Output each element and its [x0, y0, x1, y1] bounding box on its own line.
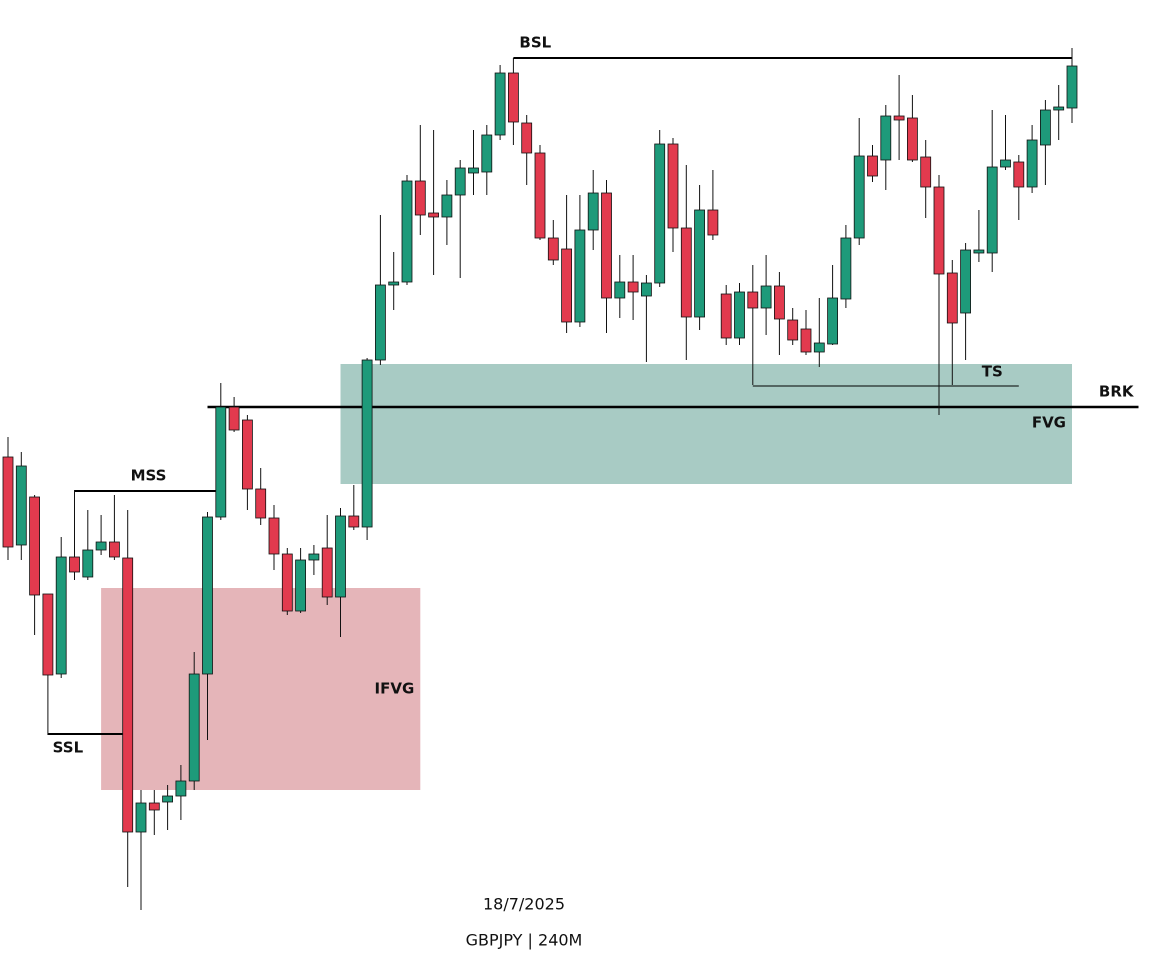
- candle-body: [587, 192, 599, 231]
- candle-body: [69, 556, 80, 573]
- candle-body: [774, 285, 785, 320]
- candle-body: [281, 553, 293, 612]
- zones: FVG IFVG: [101, 364, 1072, 790]
- candle-body: [707, 209, 719, 236]
- candle-body: [428, 212, 440, 218]
- candle-body: [374, 284, 386, 361]
- candle-body: [148, 802, 160, 811]
- candle-body: [42, 593, 54, 676]
- candle-body: [521, 122, 533, 154]
- candle-body: [228, 406, 240, 431]
- candle-body: [813, 342, 825, 353]
- candle-body: [680, 227, 692, 318]
- candle-body: [614, 281, 626, 299]
- candle-body: [268, 517, 280, 555]
- candle-body: [15, 465, 27, 546]
- candle-body: [82, 549, 94, 578]
- candle-body: [29, 496, 41, 596]
- candle-body: [295, 559, 307, 612]
- candle-body: [507, 72, 519, 123]
- symbol: GBPJPY | 240M: [466, 931, 583, 950]
- candle-body: [2, 456, 14, 548]
- candle-body: [760, 285, 772, 309]
- candle-body: [188, 673, 200, 782]
- candle-body: [1053, 106, 1065, 111]
- candle-body: [654, 143, 666, 284]
- candle-body: [494, 72, 506, 136]
- candle-body: [135, 802, 147, 833]
- level-label: SSL: [53, 739, 84, 757]
- candle-body: [175, 780, 187, 797]
- candle-body: [534, 152, 546, 239]
- candle-body: [454, 167, 466, 196]
- candle-body: [468, 167, 479, 174]
- candle-body: [694, 209, 705, 318]
- candle-body: [401, 180, 413, 283]
- zone-label: FVG: [1032, 414, 1066, 432]
- candle-body: [907, 117, 918, 161]
- candle-body: [547, 237, 559, 261]
- candle-body: [601, 192, 612, 299]
- candle-body: [55, 556, 67, 675]
- candle-body: [641, 282, 652, 297]
- candle-body: [1040, 109, 1051, 146]
- candle-body: [321, 547, 333, 598]
- candle-body: [388, 281, 400, 286]
- candle-body: [361, 359, 373, 528]
- candle-body: [800, 328, 812, 353]
- candle-body: [215, 406, 227, 518]
- candle-body: [734, 291, 745, 339]
- candle-body: [867, 155, 878, 177]
- candle-body: [880, 115, 892, 161]
- zone: [101, 588, 421, 790]
- candle-body: [827, 297, 838, 345]
- level-label: BSL: [519, 34, 551, 52]
- candle-body: [920, 156, 932, 188]
- candle-body: [255, 488, 267, 519]
- date: 18/7/2025: [483, 895, 565, 914]
- candle-body: [1013, 161, 1025, 188]
- candle-body: [720, 293, 732, 339]
- candle-body: [933, 186, 945, 275]
- candle-body: [627, 281, 639, 293]
- candles: [2, 48, 1078, 910]
- zone: [340, 364, 1072, 484]
- candle-body: [747, 291, 759, 309]
- zone-label: IFVG: [375, 680, 415, 698]
- candle-body: [481, 134, 493, 173]
- candle-body: [109, 541, 120, 558]
- level-label: BRK: [1099, 383, 1135, 401]
- candle-body: [840, 237, 852, 300]
- candle-body: [946, 272, 958, 324]
- candle-body: [986, 166, 998, 254]
- candle-body: [561, 248, 572, 323]
- candle-body: [441, 194, 453, 218]
- candle-body: [1066, 65, 1078, 109]
- candle-body: [348, 515, 360, 528]
- candle-body: [202, 516, 213, 675]
- candle-body: [308, 553, 320, 561]
- candle-body: [335, 515, 346, 598]
- level-label: MSS: [131, 467, 167, 485]
- candle-body: [122, 557, 134, 833]
- candle-body: [241, 419, 253, 490]
- candle-body: [574, 229, 586, 323]
- candle-body: [1026, 139, 1038, 188]
- candle-body: [1000, 159, 1011, 168]
- candle-body: [853, 155, 865, 239]
- candle-body: [95, 541, 107, 551]
- candle-body: [787, 319, 799, 341]
- candle-body: [893, 115, 905, 121]
- candle-body: [162, 795, 174, 803]
- candle-body: [960, 249, 971, 314]
- candle-body: [973, 249, 985, 254]
- level-label: TS: [982, 363, 1003, 381]
- candle-body: [667, 143, 679, 229]
- candle-body: [414, 180, 426, 216]
